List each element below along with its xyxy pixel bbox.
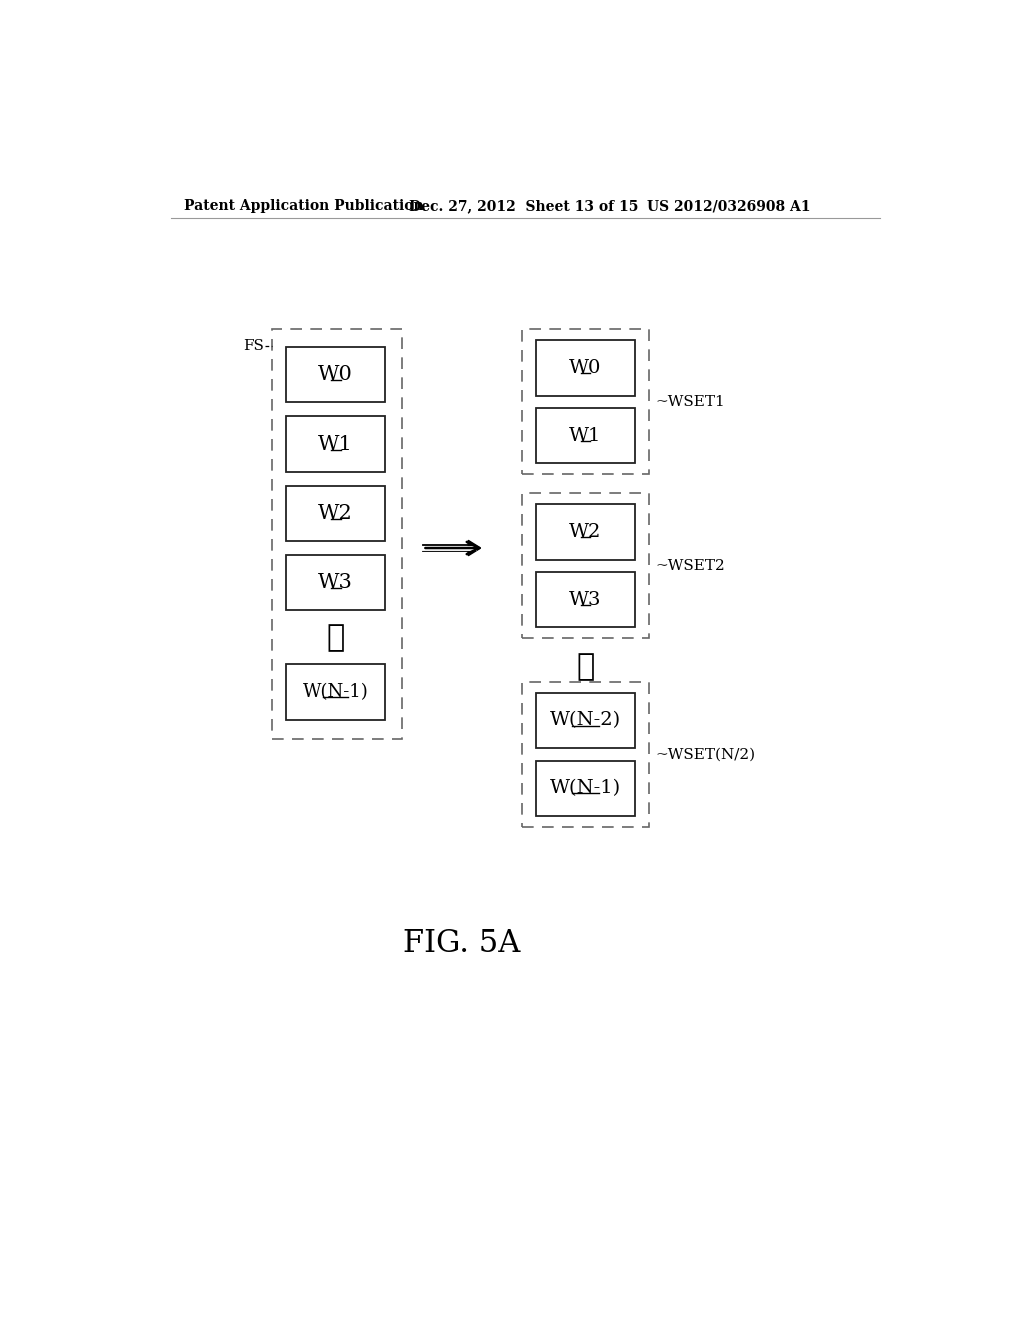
Text: ~WSET1: ~WSET1 (655, 395, 725, 409)
Bar (536, 760, 635, 816)
Bar (521, 330, 649, 474)
Text: ~WSET(N/2): ~WSET(N/2) (655, 747, 755, 762)
Text: ⋮: ⋮ (327, 623, 345, 653)
Text: W(N-1): W(N-1) (303, 682, 369, 701)
Bar (536, 341, 635, 396)
Text: W1: W1 (569, 426, 601, 445)
Text: W(N-1): W(N-1) (550, 779, 621, 797)
Bar (286, 554, 385, 610)
Text: W0: W0 (569, 359, 601, 376)
Bar (286, 486, 385, 541)
Text: W1: W1 (318, 434, 353, 454)
Text: ~WSET2: ~WSET2 (655, 558, 725, 573)
Bar (272, 330, 402, 739)
Text: W(N-2): W(N-2) (550, 711, 621, 730)
Text: Patent Application Publication: Patent Application Publication (183, 199, 424, 213)
Text: FIG. 5A: FIG. 5A (402, 928, 520, 960)
Bar (286, 664, 385, 719)
Text: W3: W3 (569, 590, 601, 609)
Bar (536, 572, 635, 627)
Bar (521, 494, 649, 638)
Bar (286, 347, 385, 403)
Text: W2: W2 (318, 504, 353, 523)
Text: Dec. 27, 2012  Sheet 13 of 15: Dec. 27, 2012 Sheet 13 of 15 (409, 199, 638, 213)
Text: W2: W2 (569, 523, 601, 541)
Text: W0: W0 (318, 366, 353, 384)
Bar (536, 693, 635, 748)
Text: US 2012/0326908 A1: US 2012/0326908 A1 (647, 199, 811, 213)
Polygon shape (468, 540, 480, 556)
Text: ⋮: ⋮ (577, 651, 594, 681)
Bar (286, 416, 385, 471)
Text: FS: FS (244, 339, 264, 354)
Bar (536, 504, 635, 560)
Text: W3: W3 (318, 573, 353, 593)
Bar (521, 682, 649, 826)
Bar (536, 408, 635, 463)
